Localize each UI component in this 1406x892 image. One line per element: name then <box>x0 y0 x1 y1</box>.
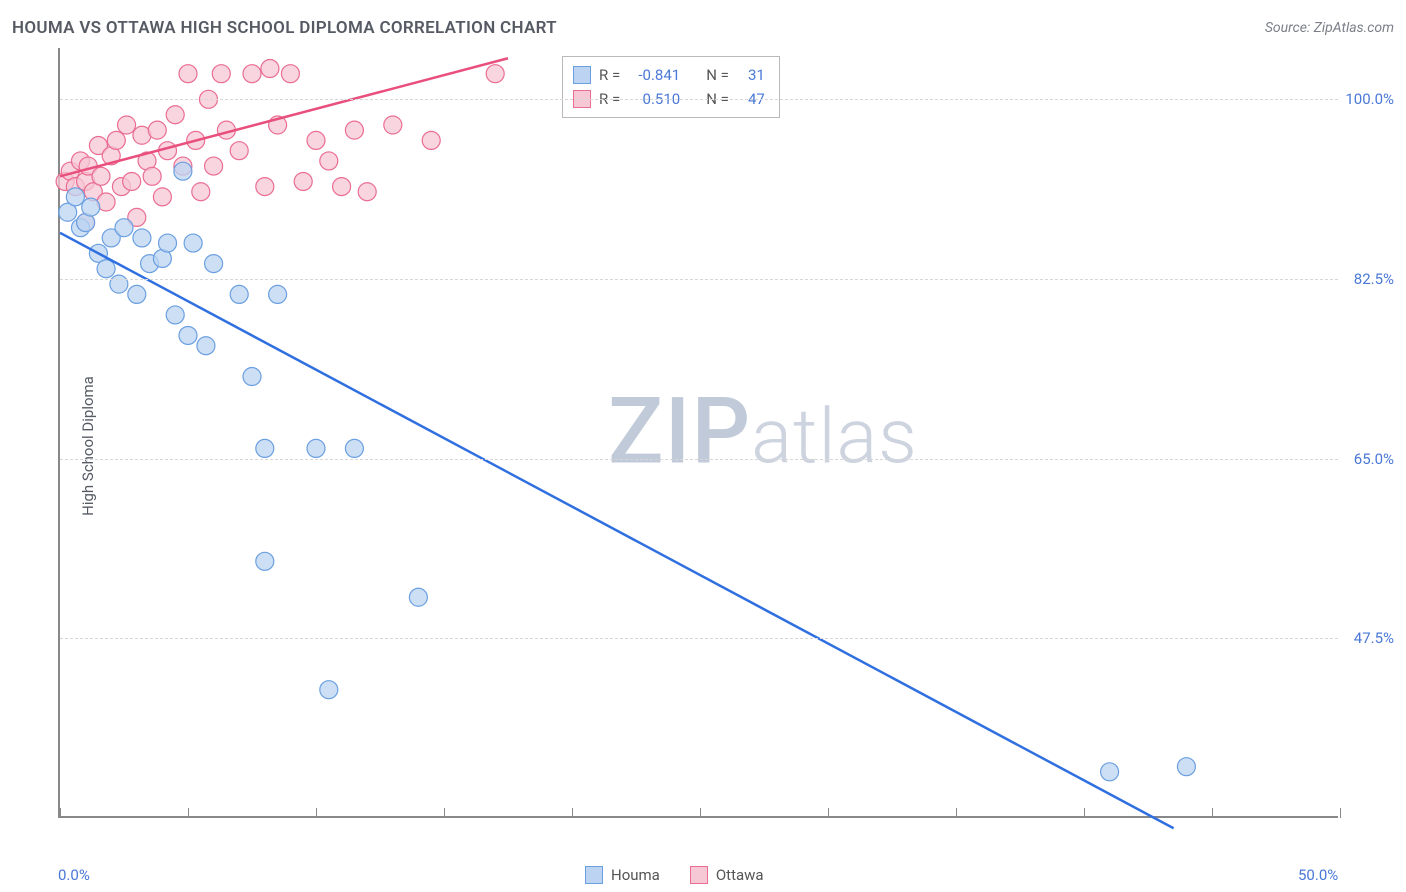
ottawa-point <box>92 167 110 185</box>
houma-point <box>128 285 146 303</box>
x-tick <box>700 808 701 818</box>
houma-point <box>205 255 223 273</box>
bottom-legend: Houma Ottawa <box>585 866 764 884</box>
houma-point <box>345 439 363 457</box>
stats-row-houma: R = -0.841 N = 31 <box>573 63 765 87</box>
houma-point <box>243 368 261 386</box>
ottawa-point <box>153 188 171 206</box>
ottawa-point <box>118 116 136 134</box>
houma-point <box>115 219 133 237</box>
ottawa-point <box>123 172 141 190</box>
y-tick-label: 100.0% <box>1345 90 1394 108</box>
ottawa-point <box>320 152 338 170</box>
x-tick <box>1084 808 1085 818</box>
ottawa-point <box>243 65 261 83</box>
ottawa-point <box>205 157 223 175</box>
y-tick-label: 65.0% <box>1354 450 1394 468</box>
houma-point <box>307 439 325 457</box>
x-tick <box>444 808 445 818</box>
x-tick-label: 50.0% <box>1298 866 1338 884</box>
houma-swatch <box>585 866 603 884</box>
y-tick-label: 47.5% <box>1354 629 1394 647</box>
ottawa-point <box>192 183 210 201</box>
legend-label: Houma <box>611 866 660 884</box>
x-tick <box>316 808 317 818</box>
ottawa-point <box>166 106 184 124</box>
houma-point <box>230 285 248 303</box>
x-tick <box>572 808 573 818</box>
houma-point <box>174 162 192 180</box>
houma-point <box>197 337 215 355</box>
gridline <box>60 279 1338 280</box>
ottawa-point <box>294 172 312 190</box>
houma-point <box>166 306 184 324</box>
gridline <box>60 638 1338 639</box>
source-label: Source: ZipAtlas.com <box>1265 20 1394 36</box>
houma-point <box>320 681 338 699</box>
houma-point <box>66 188 84 206</box>
x-tick <box>956 808 957 818</box>
ottawa-point <box>107 131 125 149</box>
legend-item-houma: Houma <box>585 866 660 884</box>
houma-point <box>184 234 202 252</box>
ottawa-point <box>307 131 325 149</box>
r-value: -0.841 <box>628 63 680 87</box>
x-tick <box>828 808 829 818</box>
houma-point <box>256 552 274 570</box>
houma-point <box>159 234 177 252</box>
ottawa-point <box>212 65 230 83</box>
ottawa-point <box>384 116 402 134</box>
houma-regression-line <box>60 233 1174 828</box>
chart-svg <box>60 48 1338 816</box>
y-tick-label: 82.5% <box>1354 270 1394 288</box>
houma-point <box>409 588 427 606</box>
ottawa-point <box>143 167 161 185</box>
n-label: N = <box>706 63 729 87</box>
ottawa-point <box>148 121 166 139</box>
ottawa-point <box>422 131 440 149</box>
ottawa-point <box>179 65 197 83</box>
gridline <box>60 99 1338 100</box>
houma-point <box>110 275 128 293</box>
x-tick <box>60 808 61 818</box>
ottawa-point <box>230 142 248 160</box>
houma-point <box>133 229 151 247</box>
r-label: R = <box>599 63 620 87</box>
houma-point <box>179 326 197 344</box>
ottawa-point <box>486 65 504 83</box>
legend-item-ottawa: Ottawa <box>690 866 764 884</box>
ottawa-point <box>281 65 299 83</box>
ottawa-point <box>345 121 363 139</box>
houma-point <box>82 198 100 216</box>
houma-point <box>1101 763 1119 781</box>
ottawa-point <box>261 60 279 78</box>
ottawa-point <box>333 178 351 196</box>
legend-label: Ottawa <box>716 866 764 884</box>
x-tick <box>188 808 189 818</box>
gridline <box>60 459 1338 460</box>
houma-point <box>97 260 115 278</box>
houma-point <box>1177 758 1195 776</box>
plot-area: ZIPatlas R =-0.841N =31R =0.510N =47 <box>58 48 1338 818</box>
houma-point <box>256 439 274 457</box>
x-tick <box>1340 808 1341 818</box>
x-tick-label: 0.0% <box>58 866 90 884</box>
x-tick <box>1212 808 1213 818</box>
ottawa-point <box>256 178 274 196</box>
ottawa-point <box>358 183 376 201</box>
chart-title: HOUMA VS OTTAWA HIGH SCHOOL DIPLOMA CORR… <box>12 18 557 38</box>
houma-swatch <box>573 66 591 84</box>
houma-point <box>269 285 287 303</box>
stats-box: R =-0.841N =31R =0.510N =47 <box>562 56 780 118</box>
n-value: 31 <box>737 63 765 87</box>
ottawa-swatch <box>690 866 708 884</box>
